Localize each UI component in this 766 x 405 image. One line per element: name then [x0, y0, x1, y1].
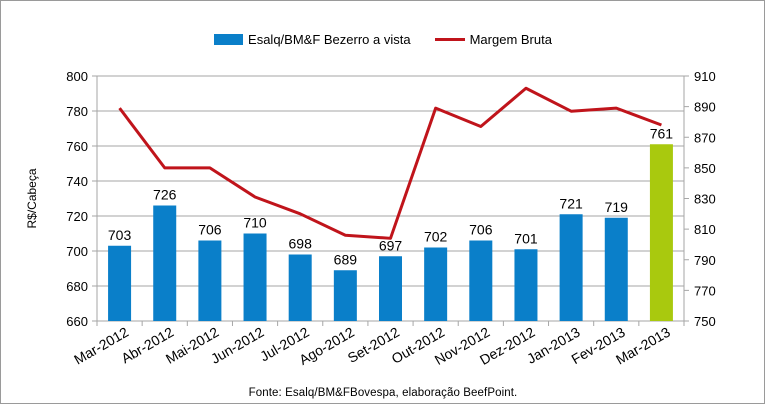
bar-value-label: 706 — [469, 222, 493, 238]
y-tick-label: 740 — [66, 174, 88, 189]
bar — [649, 144, 673, 321]
legend-item-line: Margem Bruta — [434, 32, 552, 47]
bar — [604, 217, 628, 321]
y-tick-label: 660 — [66, 314, 88, 329]
bar — [333, 270, 357, 321]
bar-value-label: 721 — [559, 195, 583, 211]
legend: Esalq/BM&F Bezerro a vista Margem Bruta — [0, 32, 766, 47]
y-tick-label: 800 — [66, 69, 88, 84]
y-axis-title: R$/Cabeça — [25, 168, 39, 228]
y2-tick-label: 910 — [694, 69, 716, 84]
bar-value-label: 702 — [424, 229, 448, 245]
bar — [288, 254, 312, 321]
bar-value-label: 706 — [198, 222, 222, 238]
bar — [108, 245, 132, 321]
bar — [469, 240, 493, 321]
y2-tick-label: 830 — [694, 192, 716, 207]
legend-label-line: Margem Bruta — [469, 32, 552, 47]
legend-swatch-bars — [214, 34, 244, 45]
bar-value-label: 719 — [605, 199, 629, 215]
y2-tick-label: 890 — [694, 100, 716, 115]
legend-item-bars: Esalq/BM&F Bezerro a vista — [214, 32, 411, 47]
y2-tick-label: 770 — [694, 283, 716, 298]
y2-tick-label: 790 — [694, 253, 716, 268]
margem-bruta-line — [118, 86, 662, 240]
bar-value-label: 703 — [108, 227, 132, 243]
bar-value-label: 761 — [650, 125, 674, 141]
bar-value-label: 726 — [153, 187, 177, 203]
y-tick-label: 780 — [66, 104, 88, 119]
bar — [153, 205, 177, 321]
y2-tick-label: 750 — [694, 314, 716, 329]
bar — [379, 256, 402, 321]
y2-tick-label: 870 — [694, 130, 716, 145]
bar — [514, 249, 538, 321]
bar-value-label: 689 — [334, 251, 358, 267]
y-tick-label: 720 — [66, 209, 88, 224]
y2-tick-label: 850 — [694, 161, 716, 176]
bar-value-label: 701 — [514, 230, 538, 246]
bar — [243, 233, 267, 321]
bar — [559, 214, 583, 321]
y2-tick-label: 810 — [694, 222, 716, 237]
legend-label-bars: Esalq/BM&F Bezerro a vista — [248, 32, 411, 47]
y-tick-label: 680 — [66, 279, 88, 294]
source-note: Fonte: Esalq/BM&FBovespa, elaboração Bee… — [248, 387, 518, 399]
bar-value-label: 697 — [379, 237, 403, 253]
bar — [198, 240, 222, 321]
bar — [424, 247, 448, 321]
legend-swatch-line — [434, 38, 465, 41]
y-tick-label: 760 — [66, 139, 88, 154]
bar-value-label: 710 — [243, 215, 267, 231]
bar-value-label: 698 — [289, 236, 313, 252]
y-tick-label: 700 — [66, 244, 88, 259]
